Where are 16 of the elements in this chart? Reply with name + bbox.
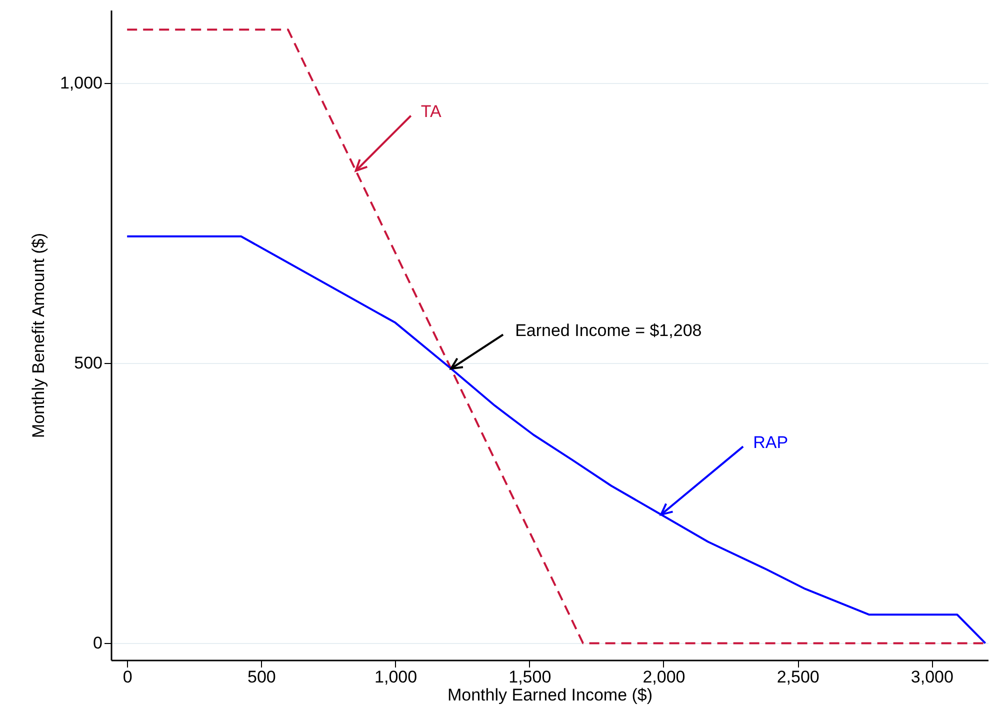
line-series bbox=[126, 235, 986, 644]
x-axis-title: Monthly Earned Income ($) bbox=[447, 686, 653, 704]
y-tick-label: 0 bbox=[93, 634, 102, 653]
x-tick-label: 1,000 bbox=[374, 668, 418, 686]
text: RAP bbox=[753, 433, 788, 452]
x-tick-label: 1,500 bbox=[508, 668, 552, 686]
y-tick-label: 1,000 bbox=[60, 73, 102, 92]
x-tick-label: 500 bbox=[248, 668, 276, 686]
y-tick-label: 500 bbox=[74, 354, 102, 373]
annotation: Earned Income = $1,208 bbox=[515, 321, 702, 340]
x-tick-label: 0 bbox=[122, 668, 132, 686]
x-tick-label: 2,500 bbox=[776, 668, 820, 686]
x-tick-label: 3,000 bbox=[910, 668, 954, 686]
x-tick-label: 2,000 bbox=[642, 668, 686, 686]
y-axis-title: Monthly Benefit Amount ($) bbox=[28, 232, 48, 438]
text: TA bbox=[420, 102, 442, 122]
